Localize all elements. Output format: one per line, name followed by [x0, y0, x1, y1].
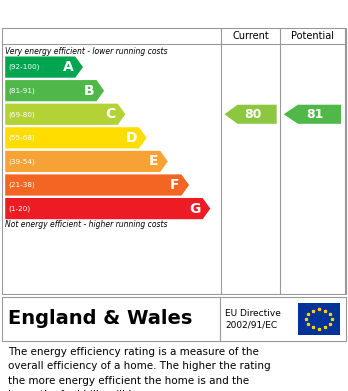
Text: C: C	[106, 107, 116, 121]
Text: F: F	[170, 178, 180, 192]
Text: EU Directive
2002/91/EC: EU Directive 2002/91/EC	[225, 308, 281, 329]
Polygon shape	[5, 151, 168, 172]
Text: (1-20): (1-20)	[8, 205, 30, 212]
Text: (55-68): (55-68)	[8, 135, 35, 141]
Text: 80: 80	[244, 108, 261, 121]
Text: Potential: Potential	[291, 31, 334, 41]
Text: (39-54): (39-54)	[8, 158, 35, 165]
Bar	[298, 303, 340, 335]
Text: (69-80): (69-80)	[8, 111, 35, 118]
Text: D: D	[126, 131, 137, 145]
Polygon shape	[284, 105, 341, 124]
Text: B: B	[84, 84, 95, 98]
Polygon shape	[224, 105, 277, 124]
Text: Energy Efficiency Rating: Energy Efficiency Rating	[9, 6, 219, 21]
Polygon shape	[5, 127, 147, 149]
Text: England & Wales: England & Wales	[8, 310, 192, 328]
Text: Not energy efficient - higher running costs: Not energy efficient - higher running co…	[5, 220, 168, 229]
Text: 81: 81	[306, 108, 323, 121]
Polygon shape	[5, 80, 104, 101]
Text: The energy efficiency rating is a measure of the
overall efficiency of a home. T: The energy efficiency rating is a measur…	[8, 347, 271, 391]
Polygon shape	[5, 104, 125, 125]
Text: (92-100): (92-100)	[8, 64, 39, 70]
Polygon shape	[5, 174, 189, 196]
Text: (21-38): (21-38)	[8, 182, 35, 188]
Text: A: A	[63, 60, 73, 74]
Text: Very energy efficient - lower running costs: Very energy efficient - lower running co…	[5, 47, 168, 56]
Polygon shape	[5, 56, 83, 78]
Polygon shape	[5, 198, 210, 219]
Text: G: G	[190, 202, 201, 215]
Text: E: E	[149, 154, 158, 169]
Text: Current: Current	[232, 31, 269, 41]
Text: (81-91): (81-91)	[8, 88, 35, 94]
